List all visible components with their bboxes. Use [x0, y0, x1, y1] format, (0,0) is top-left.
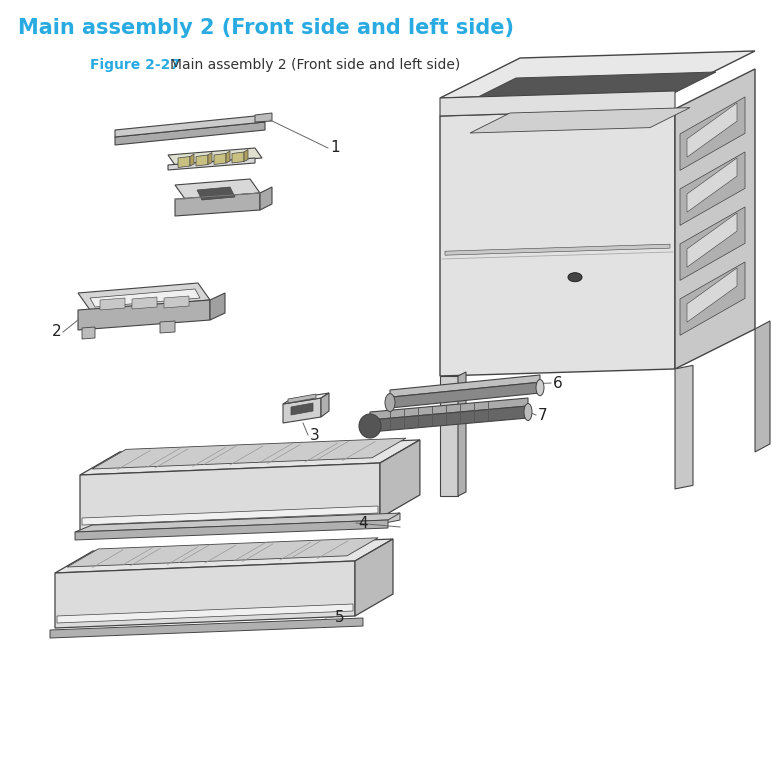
Polygon shape	[440, 91, 675, 116]
Polygon shape	[196, 155, 208, 166]
Polygon shape	[291, 403, 313, 415]
Polygon shape	[687, 268, 737, 322]
Polygon shape	[370, 398, 528, 420]
Text: Main assembly 2 (Front side and left side): Main assembly 2 (Front side and left sid…	[18, 18, 514, 38]
Ellipse shape	[536, 379, 544, 396]
Polygon shape	[360, 513, 400, 528]
Polygon shape	[57, 604, 353, 623]
Polygon shape	[75, 520, 388, 540]
Polygon shape	[115, 115, 265, 137]
Polygon shape	[680, 207, 745, 280]
Text: 7: 7	[538, 407, 547, 422]
Text: 1: 1	[330, 141, 340, 155]
Polygon shape	[680, 97, 745, 170]
Polygon shape	[445, 245, 670, 255]
Ellipse shape	[385, 394, 395, 412]
Polygon shape	[460, 72, 716, 106]
Text: 2: 2	[52, 325, 62, 339]
Polygon shape	[82, 327, 95, 339]
Polygon shape	[55, 539, 393, 573]
Text: 3: 3	[310, 428, 320, 443]
Polygon shape	[210, 293, 225, 320]
Polygon shape	[175, 193, 260, 216]
Polygon shape	[82, 506, 378, 525]
Polygon shape	[755, 321, 770, 452]
Polygon shape	[160, 321, 175, 333]
Polygon shape	[283, 398, 321, 423]
Polygon shape	[92, 438, 406, 469]
Polygon shape	[80, 440, 420, 475]
Polygon shape	[458, 372, 466, 496]
Polygon shape	[78, 283, 210, 310]
Polygon shape	[380, 440, 420, 518]
Polygon shape	[175, 179, 260, 199]
Polygon shape	[132, 297, 157, 309]
Polygon shape	[244, 149, 248, 161]
Polygon shape	[440, 109, 675, 376]
Polygon shape	[440, 51, 755, 98]
Polygon shape	[78, 300, 210, 330]
Polygon shape	[67, 537, 378, 567]
Ellipse shape	[359, 414, 381, 438]
Text: Figure 2-27: Figure 2-27	[90, 58, 180, 72]
Polygon shape	[390, 382, 540, 408]
Polygon shape	[470, 107, 690, 133]
Polygon shape	[208, 152, 212, 164]
Polygon shape	[178, 157, 190, 167]
Polygon shape	[55, 561, 355, 628]
Ellipse shape	[524, 403, 532, 420]
Text: 4: 4	[358, 516, 367, 531]
Polygon shape	[255, 113, 272, 122]
Polygon shape	[100, 298, 125, 310]
Polygon shape	[680, 262, 745, 335]
Polygon shape	[355, 539, 393, 616]
Polygon shape	[288, 394, 316, 403]
Polygon shape	[232, 152, 244, 163]
Polygon shape	[168, 148, 262, 165]
Polygon shape	[115, 122, 265, 145]
Polygon shape	[283, 393, 329, 404]
Polygon shape	[226, 151, 230, 163]
Polygon shape	[675, 69, 755, 369]
Polygon shape	[687, 158, 737, 212]
Polygon shape	[390, 375, 540, 397]
Text: 5: 5	[335, 609, 344, 625]
Polygon shape	[168, 158, 255, 170]
Text: 6: 6	[553, 375, 563, 391]
Polygon shape	[190, 154, 194, 166]
Polygon shape	[75, 513, 400, 532]
Polygon shape	[675, 366, 693, 489]
Polygon shape	[260, 187, 272, 210]
Text: Main assembly 2 (Front side and left side): Main assembly 2 (Front side and left sid…	[170, 58, 460, 72]
Polygon shape	[440, 376, 458, 496]
Polygon shape	[164, 296, 189, 308]
Polygon shape	[687, 103, 737, 157]
Polygon shape	[321, 393, 329, 417]
Polygon shape	[370, 406, 528, 432]
Polygon shape	[90, 289, 200, 307]
Polygon shape	[687, 213, 737, 267]
Polygon shape	[680, 152, 745, 226]
Polygon shape	[197, 187, 235, 200]
Polygon shape	[80, 463, 380, 530]
Polygon shape	[214, 154, 226, 164]
Ellipse shape	[568, 273, 582, 282]
Polygon shape	[50, 618, 363, 638]
